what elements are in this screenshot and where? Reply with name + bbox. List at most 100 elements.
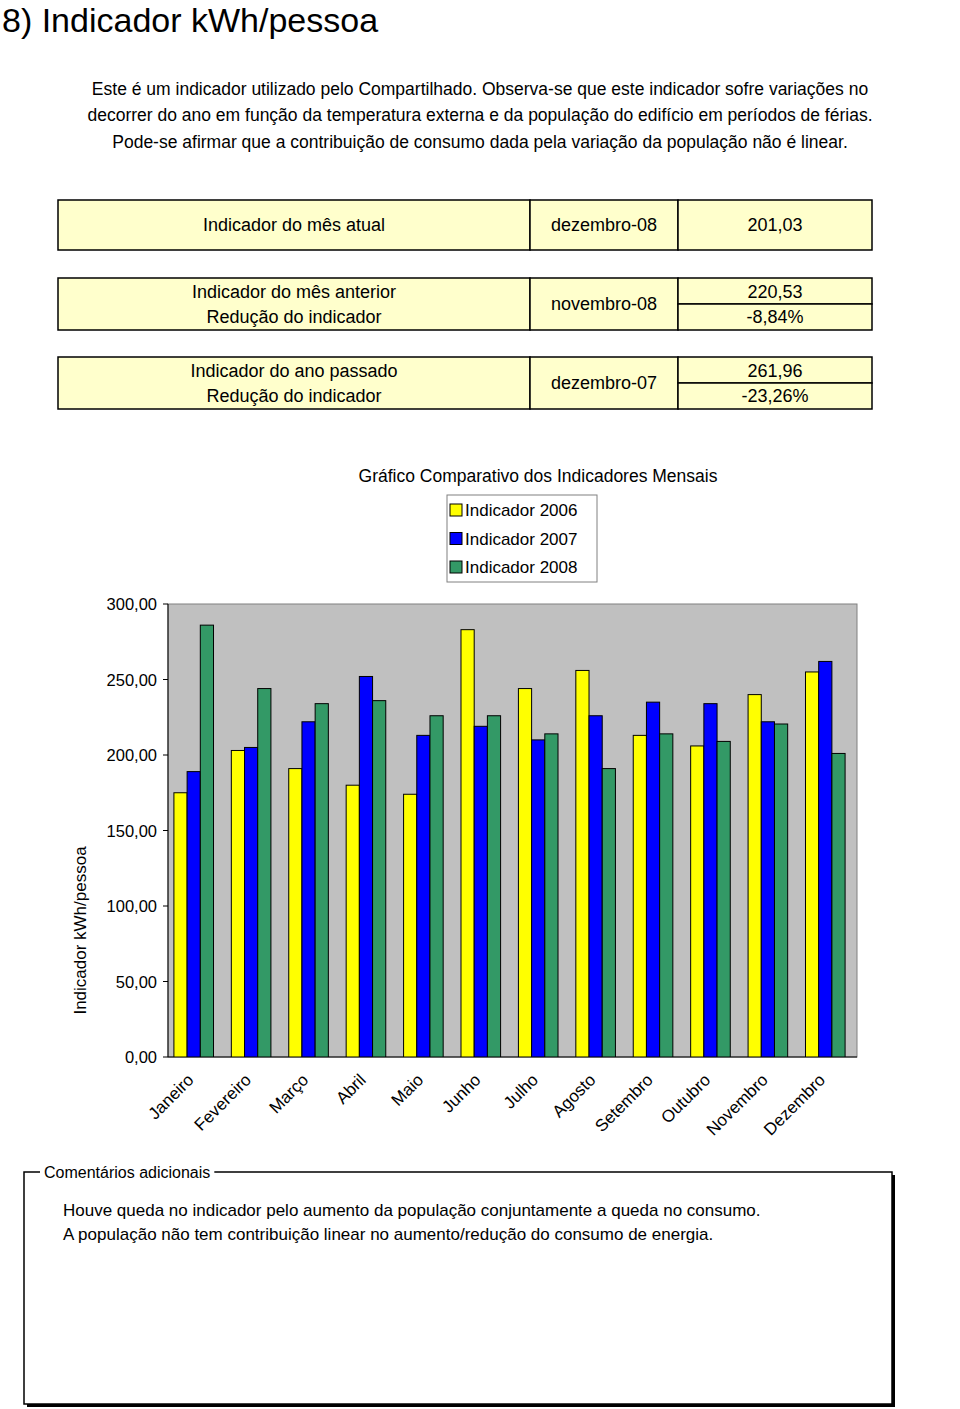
y-axis-label: Indicador kWh/pessoa [71, 846, 90, 1015]
summary-value: 220,53 [747, 282, 802, 302]
bar [430, 716, 443, 1057]
summary-reduction: -8,84% [746, 307, 803, 327]
bar [761, 722, 774, 1057]
legend-box [447, 495, 597, 582]
page: 8) Indicador kWh/pessoa Este é um indicad… [0, 0, 960, 1409]
y-tick-label: 200,00 [107, 746, 157, 764]
bar [315, 704, 328, 1057]
summary-label: Redução do indicador [206, 386, 381, 406]
bar [532, 740, 545, 1057]
bar [819, 661, 832, 1057]
x-tick-label: Março [266, 1070, 313, 1117]
bar [832, 753, 845, 1057]
intro-line: Este é um indicador utilizado pelo Compa… [92, 79, 868, 99]
y-tick-label: 50,00 [116, 973, 157, 991]
legend-label: Indicador 2006 [465, 501, 577, 520]
bar [474, 726, 487, 1057]
summary-label: Indicador do mês atual [203, 215, 385, 235]
bar [187, 772, 200, 1057]
bar [258, 689, 271, 1057]
page-title: 8) Indicador kWh/pessoa [2, 1, 378, 39]
summary-cell [530, 200, 678, 250]
bar [691, 746, 704, 1057]
summary-cell [678, 357, 872, 383]
bar [346, 785, 359, 1057]
bar [302, 722, 315, 1057]
summary-label: Indicador do mês anterior [192, 282, 396, 302]
bar [646, 702, 659, 1057]
bar [231, 750, 244, 1057]
bar [805, 672, 818, 1057]
y-tick-label: 300,00 [107, 595, 157, 613]
x-tick-label: Abril [332, 1070, 369, 1107]
legend-swatch [450, 504, 462, 516]
bar [717, 741, 730, 1057]
intro-line: decorrer do ano em função da temperatura… [87, 105, 872, 125]
x-tick-label: Agosto [549, 1070, 600, 1121]
summary-value: 201,03 [747, 215, 802, 235]
legend-swatch [450, 533, 462, 545]
comment-line: A população não tem contribuição linear … [63, 1225, 713, 1244]
x-tick-label: Junho [438, 1070, 484, 1116]
summary-cell [678, 200, 872, 250]
x-tick-label: Julho [500, 1070, 542, 1112]
bar [289, 769, 302, 1057]
bar [417, 735, 430, 1057]
summary-cell [58, 200, 530, 250]
y-tick [163, 1057, 168, 1058]
y-tick-label: 150,00 [107, 822, 157, 840]
chart-title: Gráfico Comparativo dos Indicadores Mens… [359, 466, 718, 486]
x-tick-label: Novembro [703, 1070, 772, 1139]
bar [245, 747, 258, 1057]
summary-value: 261,96 [747, 361, 802, 381]
bars [174, 625, 845, 1057]
bar [704, 704, 717, 1057]
bar [359, 676, 372, 1057]
comments-box [24, 1172, 892, 1404]
y-tick-label: 100,00 [107, 897, 157, 915]
y-tick [163, 755, 168, 756]
summary-cell [58, 357, 530, 409]
intro-line: Pode-se afirmar que a contribuição de co… [112, 132, 848, 152]
y-tick [163, 981, 168, 982]
summary-cell [678, 304, 872, 330]
summary-reduction: -23,26% [741, 386, 808, 406]
comments-title: Comentários adicionais [44, 1164, 210, 1181]
legend-label: Indicador 2007 [465, 530, 577, 549]
comments-title-bg [40, 1164, 214, 1181]
summary-cell [530, 357, 678, 409]
bar [487, 716, 500, 1057]
summary-label: Redução do indicador [206, 307, 381, 327]
x-tick-label: Setembro [591, 1070, 657, 1136]
x-tick-label: Maio [388, 1070, 427, 1109]
bar [660, 734, 673, 1057]
bar [589, 716, 602, 1057]
x-tick-label: Outubro [657, 1070, 714, 1127]
legend-label: Indicador 2008 [465, 558, 577, 577]
legend-swatch [450, 561, 462, 573]
comment-line: Houve queda no indicador pelo aumento da… [63, 1201, 761, 1220]
summary-period: dezembro-08 [551, 215, 657, 235]
bar [518, 689, 531, 1057]
summary-cell [678, 278, 872, 304]
summary-cell [678, 383, 872, 409]
y-tick-label: 250,00 [107, 671, 157, 689]
bar [174, 793, 187, 1057]
x-tick-label: Janeiro [145, 1070, 198, 1123]
y-tick [163, 679, 168, 680]
y-tick [163, 604, 168, 605]
y-tick-label: 0,00 [125, 1048, 157, 1066]
bar [461, 630, 474, 1057]
bar [404, 794, 417, 1057]
summary-period: dezembro-07 [551, 373, 657, 393]
bar [748, 695, 761, 1057]
plot-area [168, 604, 857, 1057]
summary-cell [58, 278, 530, 330]
x-tick-label: Fevereiro [191, 1070, 255, 1134]
y-tick [163, 830, 168, 831]
x-tick-label: Dezembro [760, 1070, 829, 1139]
summary-label: Indicador do ano passado [190, 361, 397, 381]
bar [774, 724, 787, 1057]
bar [200, 625, 213, 1057]
bar [576, 670, 589, 1057]
